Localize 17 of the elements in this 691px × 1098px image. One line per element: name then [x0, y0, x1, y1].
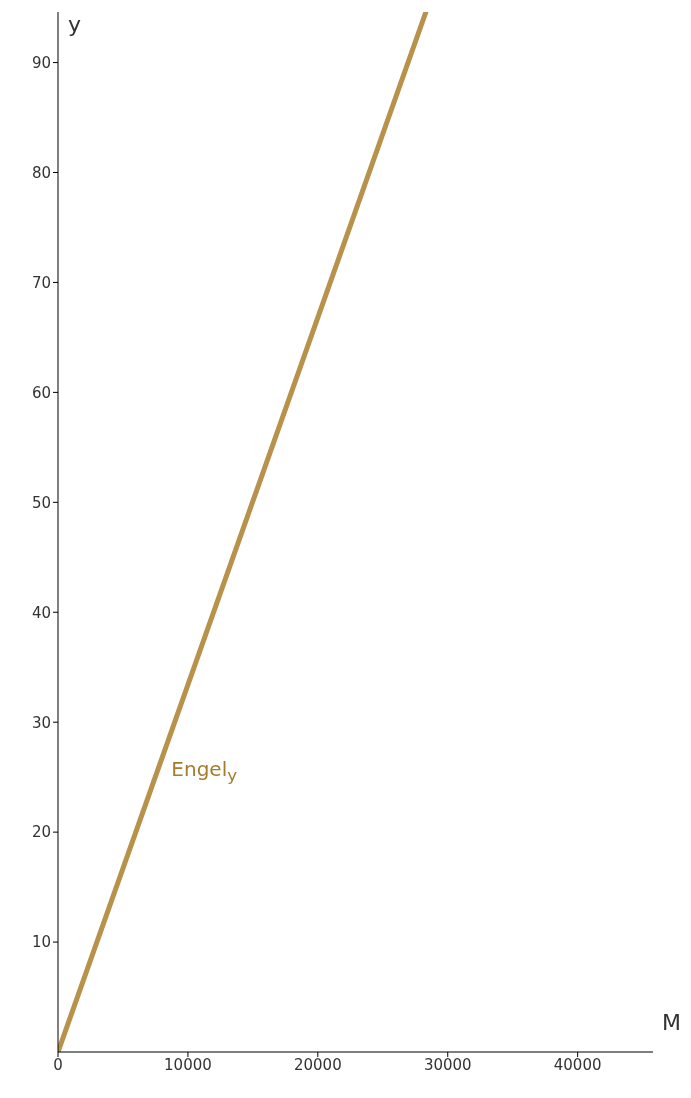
y-tick-label: 40 — [31, 603, 51, 622]
y-tick-label: 70 — [31, 273, 51, 292]
y-tick-label: 60 — [31, 383, 51, 402]
series-label: Engel$_{y}$ — [171, 757, 238, 786]
y-tick-label: 80 — [31, 163, 51, 182]
x-tick-label: 20000 — [293, 1055, 342, 1074]
y-tick-label: 20 — [31, 823, 51, 842]
y-axis-title: y — [68, 11, 82, 37]
x-axis-title: M — [662, 1009, 681, 1035]
y-tick-label: 10 — [31, 933, 51, 952]
x-tick-label: 30000 — [423, 1055, 472, 1074]
y-tick-label: 50 — [31, 493, 51, 512]
y-tick-label: 30 — [31, 713, 51, 732]
x-tick-label: 10000 — [164, 1055, 212, 1074]
x-tick-label: 40000 — [553, 1055, 602, 1074]
x-tick-label: 0 — [53, 1055, 63, 1074]
y-tick-label: 90 — [31, 53, 51, 72]
